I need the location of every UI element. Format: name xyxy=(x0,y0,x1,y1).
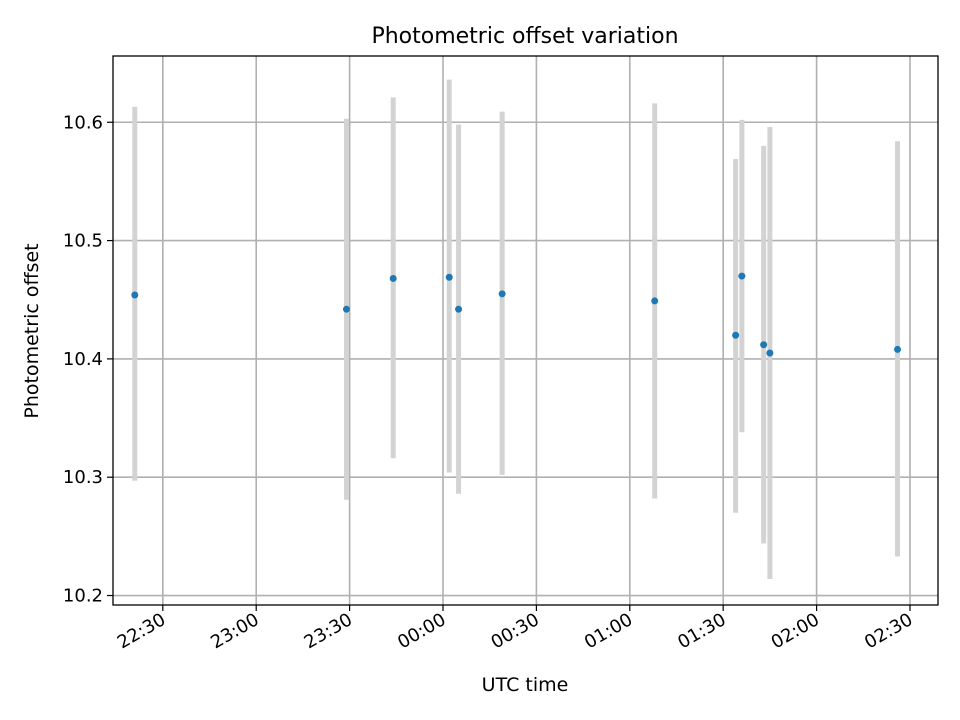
data-point xyxy=(894,345,902,353)
x-tick-label: 22:30 xyxy=(114,609,169,653)
y-tick-label: 10.4 xyxy=(63,349,103,370)
chart-title: Photometric offset variation xyxy=(371,24,678,49)
y-axis-label: Photometric offset xyxy=(21,243,43,418)
x-tick-label: 23:00 xyxy=(207,609,262,653)
data-point xyxy=(738,272,746,280)
y-tick-label: 10.3 xyxy=(63,467,103,488)
error-bars xyxy=(132,79,901,579)
x-axis-label: UTC time xyxy=(482,674,569,696)
data-point xyxy=(445,273,453,281)
x-tick-label: 01:30 xyxy=(674,609,729,653)
y-tick-label: 10.5 xyxy=(63,231,103,252)
y-tick-label: 10.2 xyxy=(63,586,103,607)
x-tick-label: 02:00 xyxy=(768,609,823,653)
plot-frame xyxy=(112,55,939,606)
x-tick-label: 02:30 xyxy=(861,609,916,653)
x-tick-label: 00:00 xyxy=(394,609,449,653)
y-axis-ticks: 10.2 10.3 10.4 10.5 10.6 xyxy=(63,112,113,607)
data-point xyxy=(732,331,740,339)
data-point xyxy=(131,291,139,299)
data-point xyxy=(766,349,774,357)
grid-lines xyxy=(113,56,938,605)
x-tick-label: 23:30 xyxy=(301,609,356,653)
data-point xyxy=(342,305,350,313)
data-point xyxy=(498,290,506,298)
x-tick-label: 01:00 xyxy=(581,609,636,653)
x-tick-label: 00:30 xyxy=(487,609,542,653)
data-point xyxy=(651,297,659,305)
data-point xyxy=(389,274,397,282)
data-point xyxy=(760,341,768,349)
data-points xyxy=(131,272,902,357)
data-point xyxy=(455,305,463,313)
x-axis-ticks: 22:30 23:00 23:30 00:00 00:30 01:00 01:30 02:00… xyxy=(114,605,916,653)
y-tick-label: 10.6 xyxy=(63,112,103,133)
